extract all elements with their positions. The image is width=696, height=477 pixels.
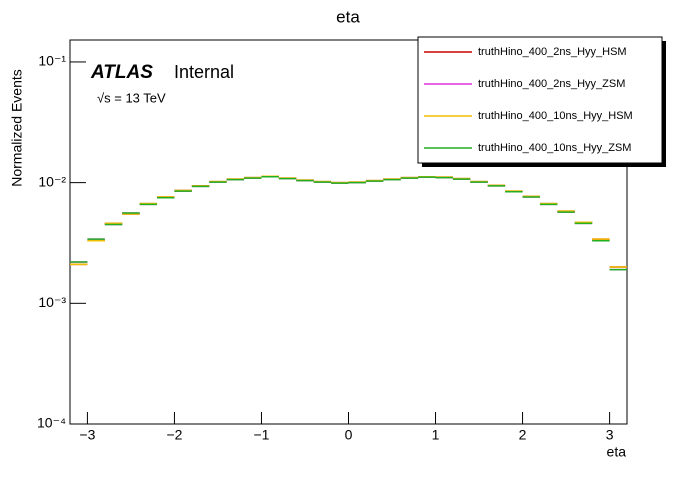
chart-title: eta bbox=[336, 7, 360, 26]
y-tick-label: 10⁻⁴ bbox=[37, 415, 66, 431]
y-tick-label: 10⁻³ bbox=[38, 294, 66, 310]
legend-label: truthHino_400_10ns_Hyy_ZSM bbox=[478, 142, 631, 154]
legend-box bbox=[417, 36, 663, 164]
legend-label: truthHino_400_10ns_Hyy_HSM bbox=[478, 110, 633, 122]
y-axis-label: Normalized Events bbox=[9, 69, 25, 187]
y-tick-label: 10⁻¹ bbox=[38, 53, 66, 69]
x-tick-label: 1 bbox=[432, 427, 440, 443]
x-tick-label: 0 bbox=[345, 427, 353, 443]
x-tick-label: 3 bbox=[606, 427, 614, 443]
internal-label: Internal bbox=[174, 62, 234, 82]
x-tick-label: −3 bbox=[79, 427, 95, 443]
energy-label: √s = 13 TeV bbox=[97, 90, 166, 105]
x-axis-label: eta bbox=[607, 444, 627, 460]
x-tick-label: −2 bbox=[166, 427, 182, 443]
y-tick-label: 10⁻² bbox=[38, 173, 66, 189]
x-tick-label: 2 bbox=[519, 427, 527, 443]
legend-label: truthHino_400_2ns_Hyy_ZSM bbox=[478, 78, 625, 90]
legend-label: truthHino_400_2ns_Hyy_HSM bbox=[478, 46, 627, 58]
atlas-label: ATLAS bbox=[90, 62, 153, 83]
x-tick-label: −1 bbox=[253, 427, 269, 443]
